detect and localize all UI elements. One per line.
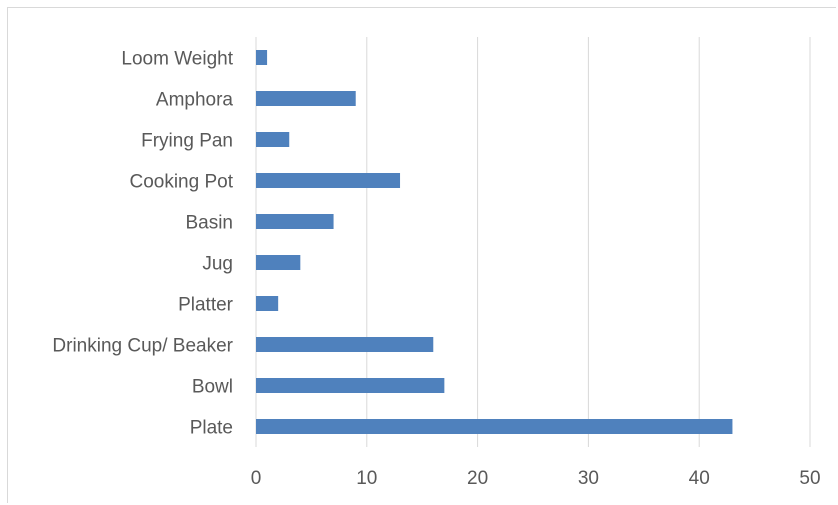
bar [256,337,433,352]
category-label: Plate [190,418,233,439]
category-label: Cooking Pot [129,172,233,193]
category-label: Basin [185,213,233,234]
x-tick-label: 50 [799,468,820,489]
x-tick-label: 40 [689,468,710,489]
bar [256,419,732,434]
category-label: Amphora [156,90,234,111]
category-label: Bowl [192,377,233,398]
x-tick-label: 10 [356,468,377,489]
bar [256,91,356,106]
x-tick-label: 20 [467,468,488,489]
category-label: Platter [178,295,234,316]
bars [256,50,732,434]
bar [256,173,400,188]
category-label: Frying Pan [141,131,233,152]
category-label: Jug [202,254,233,275]
x-tick-label: 0 [251,468,262,489]
bar [256,132,289,147]
category-label: Loom Weight [121,49,233,70]
bar [256,296,278,311]
x-tick-labels: 0 10 20 30 40 50 [251,468,821,489]
bar [256,214,334,229]
bar [256,255,300,270]
bar [256,50,267,65]
x-tick-label: 30 [578,468,599,489]
bar [256,378,444,393]
category-label: Drinking Cup/ Beaker [52,336,233,357]
category-labels: Plate Bowl Drinking Cup/ Beaker Platter Jug B… [52,49,233,439]
